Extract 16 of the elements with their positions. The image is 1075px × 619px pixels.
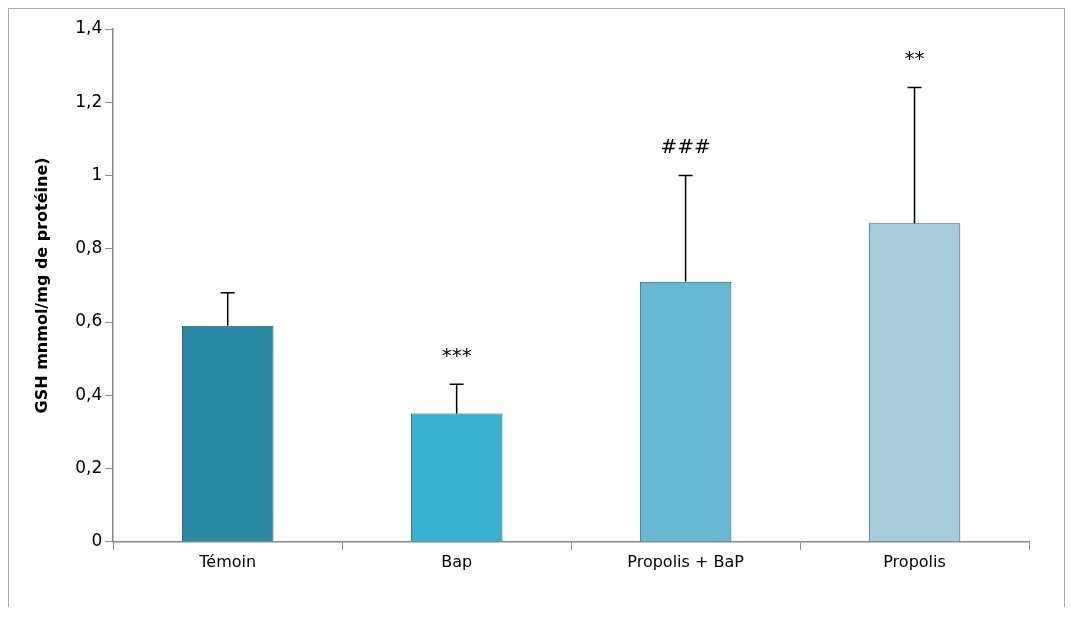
y-tick-label: 1,4 (75, 17, 103, 38)
x-tick-label: Bap (441, 551, 473, 571)
y-axis-title: GSH mnmol/mg de protéine) (31, 157, 51, 414)
y-tick-label: 0,8 (75, 237, 103, 258)
annotation: ** (904, 45, 925, 70)
x-tick-label: Témoin (198, 551, 257, 571)
y-tick-label: 1,2 (75, 90, 103, 111)
y-tick-label: 0 (91, 530, 103, 551)
x-tick-label: Propolis (883, 551, 946, 571)
annotation: ### (660, 133, 711, 158)
y-tick-label: 0,6 (75, 310, 103, 331)
y-tick-label: 0,2 (75, 456, 103, 477)
y-tick-label: 1 (91, 163, 103, 184)
y-tick-label: 0,4 (75, 383, 103, 404)
x-tick-label: Propolis + BaP (627, 551, 745, 571)
annotation: *** (441, 342, 472, 367)
